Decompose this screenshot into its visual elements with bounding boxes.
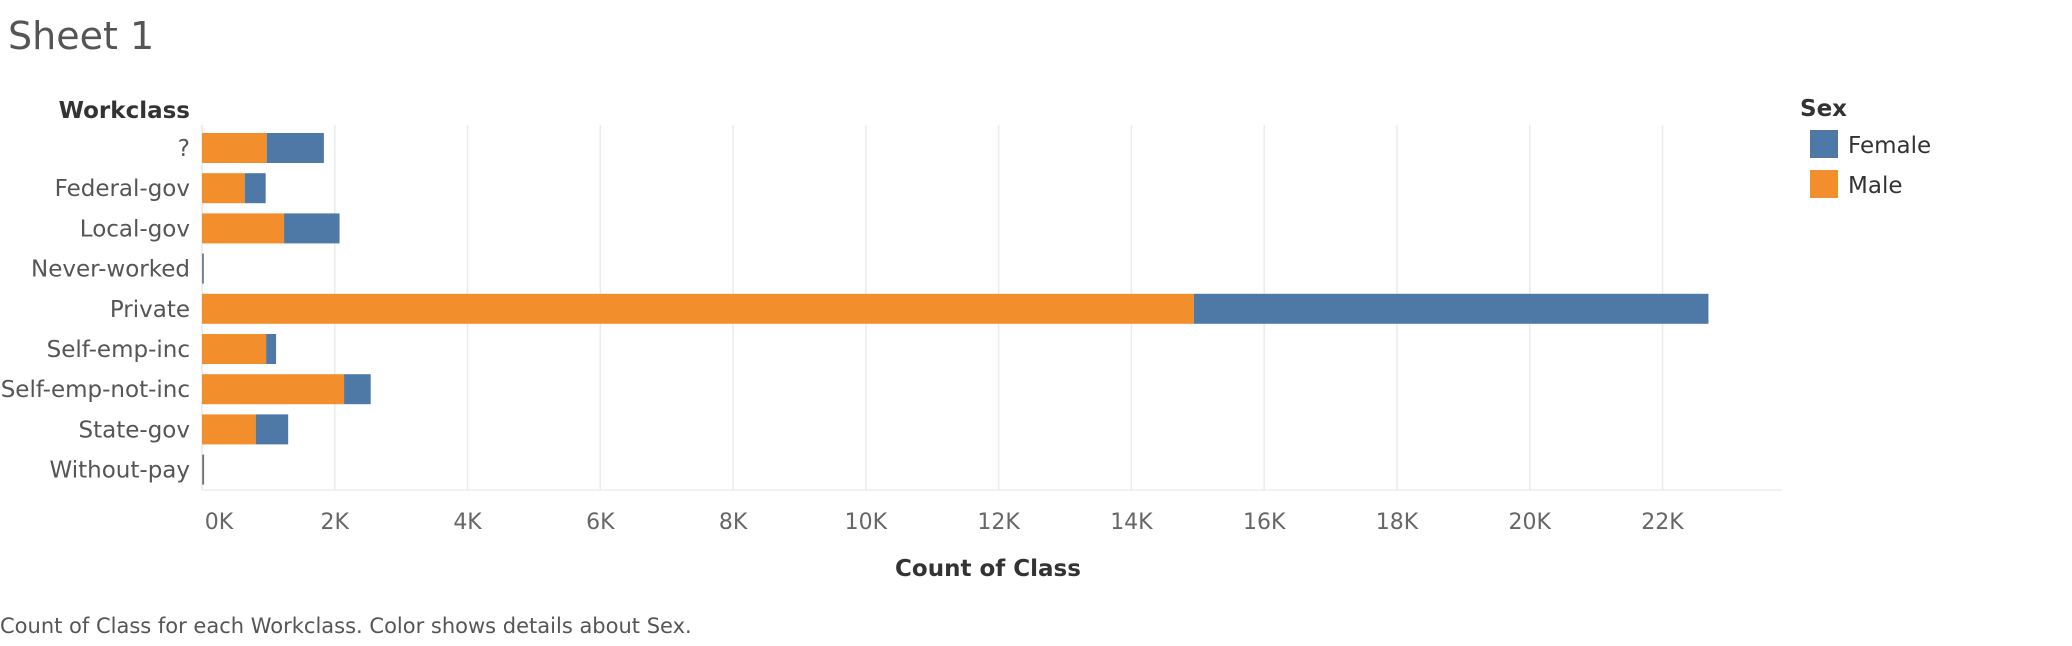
x-tick-label: 0K	[205, 510, 234, 535]
row-label: Self-emp-inc	[47, 337, 190, 363]
x-tick-label: 16K	[1243, 510, 1286, 535]
x-tick-label: 20K	[1509, 510, 1552, 535]
row-header-workclass: Workclass	[59, 98, 190, 124]
bar-segment-male[interactable]	[202, 133, 267, 163]
bar-segment-female[interactable]	[202, 454, 205, 485]
row-labels: ? Federal-gov Local-gov Never-worked Private…	[1, 136, 190, 484]
x-tick-label: 8K	[719, 510, 748, 535]
bar-segment-male[interactable]	[202, 414, 256, 445]
row-label: ?	[178, 136, 190, 162]
bar-segment-male[interactable]	[202, 374, 345, 405]
bar-segment-female[interactable]	[244, 173, 266, 204]
row-label: Self-emp-not-inc	[1, 377, 190, 403]
row-label: Without-pay	[50, 458, 191, 484]
legend-title: Sex	[1800, 96, 1847, 122]
sheet-title: Sheet 1	[8, 14, 155, 58]
x-tick-label: 22K	[1641, 510, 1684, 535]
stacked-bar-chart: ? Federal-gov Local-gov Never-worked Private…	[1, 96, 1931, 582]
x-tick-label: 18K	[1376, 510, 1419, 535]
sheet-caption: Count of Class for each Workclass. Color…	[0, 614, 692, 638]
row-label: Local-gov	[80, 216, 190, 242]
bar-segment-female[interactable]	[284, 213, 340, 244]
x-axis-title: Count of Class	[895, 556, 1081, 582]
row-label: Private	[110, 297, 190, 323]
x-tick-label: 14K	[1110, 510, 1153, 535]
bar-segment-male[interactable]	[202, 293, 1194, 324]
x-tick-label: 2K	[321, 510, 350, 535]
bar-segment-male[interactable]	[202, 334, 267, 364]
x-tick-label: 4K	[453, 510, 482, 535]
x-tick-label: 6K	[586, 510, 615, 535]
legend-swatch-female	[1810, 130, 1838, 158]
bar-segment-female[interactable]	[344, 374, 371, 405]
bar-segment-female[interactable]	[1193, 293, 1709, 324]
row-label: State-gov	[79, 417, 190, 443]
row-label: Never-worked	[31, 257, 190, 283]
legend-swatch-male	[1810, 170, 1838, 198]
legend: Sex Female Male	[1800, 96, 1931, 199]
legend-label-female[interactable]: Female	[1848, 133, 1931, 159]
row-label: Federal-gov	[55, 176, 190, 202]
bar-segment-female[interactable]	[266, 334, 277, 364]
legend-label-male[interactable]: Male	[1848, 173, 1902, 199]
x-tick-label: 10K	[845, 510, 888, 535]
x-tick-label: 12K	[977, 510, 1020, 535]
bar-segment-male[interactable]	[202, 173, 245, 204]
bar-segment-female[interactable]	[202, 253, 204, 284]
bar-segment-female[interactable]	[255, 414, 289, 445]
bar-segment-male[interactable]	[202, 213, 285, 244]
x-tick-labels: 0K 2K 4K 6K 8K 10K 12K 14K 16K 18K 20K 22K	[205, 510, 1685, 535]
bars	[202, 133, 1709, 485]
bar-segment-female[interactable]	[266, 133, 324, 163]
